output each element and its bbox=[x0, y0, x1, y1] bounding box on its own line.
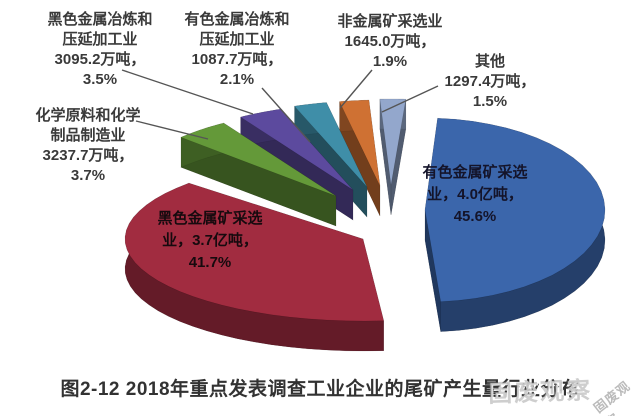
leader-line-chemical bbox=[135, 120, 209, 140]
callout-line: 非金属矿采选业 bbox=[337, 13, 443, 30]
watermark: 固废观察 bbox=[487, 377, 593, 408]
callout-line: 其他 bbox=[474, 53, 505, 70]
callout-line: 1297.4万吨， bbox=[444, 73, 536, 90]
callout-line: 3095.2万吨， bbox=[54, 51, 146, 68]
callout-line: 化学原料和化学 bbox=[35, 107, 141, 124]
slice-6-top bbox=[379, 98, 407, 186]
callout-label-ferrous-smelting: 黑色金属冶炼和 压延加工业 3095.2万吨， 3.5% bbox=[20, 10, 180, 90]
pie-slices-group bbox=[124, 98, 606, 352]
slice-label-line: 41.7% bbox=[188, 254, 232, 271]
figure-caption: 图2-12 2018年重点发表调查工业企业的尾矿产生量行业分布 bbox=[60, 379, 580, 400]
leader-lines-group bbox=[121, 69, 439, 143]
leader-line-nonferrous-smelting bbox=[261, 87, 311, 143]
callout-line: 2.1% bbox=[219, 71, 255, 88]
slice-label-line: 黑色金属矿采选 bbox=[157, 210, 263, 227]
leader-line-ferrous-smelting bbox=[121, 69, 254, 115]
slice-label-line: 业，4.0亿吨， bbox=[427, 186, 523, 203]
slice-label-line: 45.6% bbox=[453, 208, 497, 225]
callout-line: 压延加工业 bbox=[199, 31, 275, 48]
callout-line: 3.5% bbox=[82, 71, 118, 88]
callout-line: 1087.7万吨， bbox=[191, 51, 283, 68]
callout-line: 3237.7万吨， bbox=[42, 147, 134, 164]
slice-0-top bbox=[424, 117, 606, 302]
slice-label-ferrous-mining: 黑色金属矿采选 业，3.7亿吨， 41.7% bbox=[130, 208, 290, 274]
leader-line-nonmetal-mining bbox=[339, 69, 373, 109]
slice-3-top bbox=[239, 108, 354, 191]
leader-line-other bbox=[381, 85, 439, 113]
callout-label-other: 其他 1297.4万吨， 1.5% bbox=[410, 52, 570, 112]
callout-line: 1.9% bbox=[372, 53, 408, 70]
slice-label-nonferrous-mining: 有色金属矿采选 业，4.0亿吨， 45.6% bbox=[395, 162, 555, 228]
callout-line: 1.5% bbox=[472, 93, 508, 110]
callout-label-nonmetal-mining: 非金属矿采选业 1645.0万吨， 1.9% bbox=[310, 12, 470, 72]
slice-label-line: 有色金属矿采选 bbox=[422, 164, 528, 181]
slice-label-line: 业，3.7亿吨， bbox=[162, 232, 258, 249]
callout-line: 3.7% bbox=[70, 167, 106, 184]
slice-2-top bbox=[180, 122, 337, 197]
callout-line: 1645.0万吨， bbox=[344, 33, 436, 50]
callout-label-chemical: 化学原料和化学 制品制造业 3237.7万吨， 3.7% bbox=[8, 106, 168, 186]
slice-5-top bbox=[339, 99, 381, 187]
callout-line: 制品制造业 bbox=[50, 127, 126, 144]
callout-line: 黑色金属冶炼和 bbox=[47, 11, 153, 28]
callout-line: 有色金属冶炼和 bbox=[184, 11, 290, 28]
callout-label-nonferrous-smelting: 有色金属冶炼和 压延加工业 1087.7万吨， 2.1% bbox=[157, 10, 317, 90]
slice-1-top bbox=[124, 182, 385, 322]
slice-4-top bbox=[293, 102, 368, 188]
callout-line: 压延加工业 bbox=[62, 31, 138, 48]
